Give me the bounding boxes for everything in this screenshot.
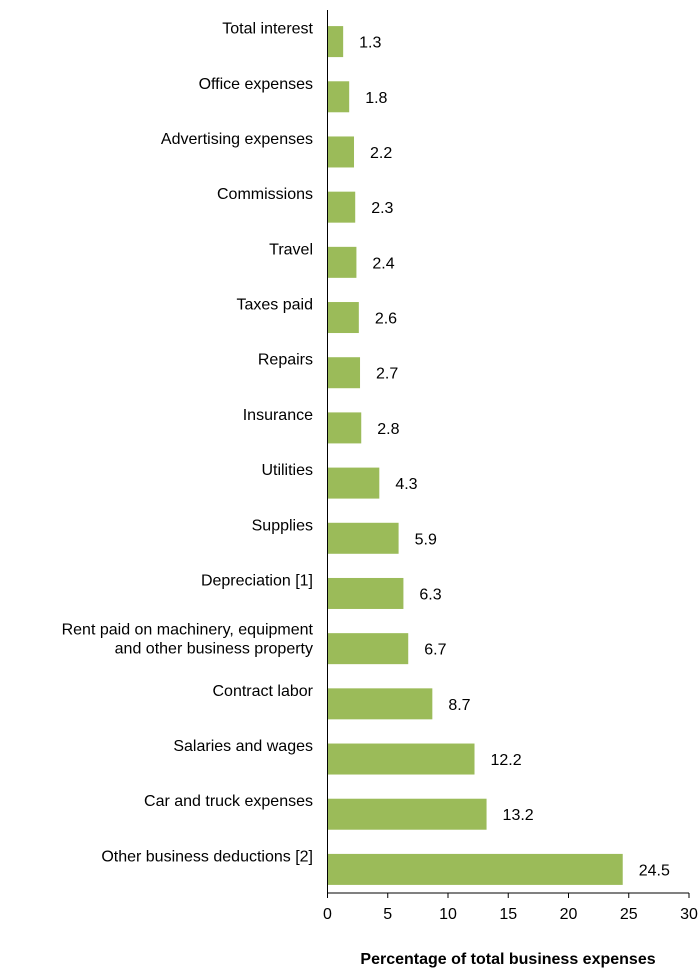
value-label: 2.2 — [370, 145, 392, 162]
value-label: 5.9 — [415, 531, 437, 548]
value-label: 1.3 — [359, 35, 381, 52]
x-tick-label: 15 — [499, 906, 517, 923]
x-tick-label: 30 — [680, 906, 698, 923]
x-axis-title: Percentage of total business expenses — [360, 951, 655, 968]
bar — [327, 136, 355, 168]
bar — [327, 467, 380, 499]
bar — [327, 633, 409, 665]
x-tick-label: 0 — [323, 906, 332, 923]
x-tick-label: 10 — [439, 906, 457, 923]
category-label: Salaries and wages — [173, 738, 313, 755]
value-label: 6.7 — [424, 642, 446, 659]
bar — [327, 246, 357, 278]
category-label: Depreciation [1] — [201, 572, 313, 589]
category-label: Rent paid on machinery, equipment and oth… — [62, 622, 314, 658]
category-label: Car and truck expenses — [144, 793, 313, 810]
value-label: 13.2 — [503, 807, 534, 824]
value-label: 12.2 — [491, 752, 522, 769]
x-tick-label: 25 — [620, 906, 638, 923]
category-label: Total interest — [222, 21, 313, 38]
category-label: Repairs — [258, 352, 313, 369]
bar — [327, 81, 350, 113]
bars-layer — [327, 26, 623, 885]
bar — [327, 302, 359, 334]
x-tick-label: 5 — [383, 906, 392, 923]
category-label: Supplies — [252, 517, 313, 534]
value-label: 2.6 — [375, 311, 397, 328]
value-label: 1.8 — [365, 90, 387, 107]
category-labels: Total interest Office expenses Advertising… — [62, 21, 314, 866]
bar — [327, 743, 475, 775]
category-label: Travel — [269, 241, 313, 258]
category-label-line: and other business property — [115, 641, 313, 658]
category-label: Insurance — [243, 407, 313, 424]
category-label: Commissions — [217, 186, 313, 203]
bar — [327, 577, 404, 609]
bar — [327, 412, 362, 444]
category-label: Utilities — [261, 462, 313, 479]
bar — [327, 357, 361, 389]
value-label: 2.8 — [377, 421, 399, 438]
bar — [327, 798, 487, 830]
value-label: 4.3 — [395, 476, 417, 493]
category-label: Office expenses — [199, 76, 313, 93]
value-labels: 1.3 1.8 2.2 2.3 2.4 2.6 2.7 2.8 4.3 5.9 6.3 6.7 8.7 1… — [359, 35, 670, 880]
category-label: Taxes paid — [237, 297, 314, 314]
category-label: Advertising expenses — [161, 131, 313, 148]
category-label-line: Rent paid on machinery, equipment — [62, 622, 314, 639]
bar — [327, 191, 356, 223]
bar — [327, 26, 344, 58]
value-label: 8.7 — [448, 697, 470, 714]
x-tick-label: 20 — [560, 906, 578, 923]
value-label: 6.3 — [419, 586, 441, 603]
bar — [327, 522, 399, 554]
bar — [327, 688, 433, 720]
x-axis: 0 5 10 15 20 25 30 — [323, 10, 698, 923]
value-label: 2.7 — [376, 366, 398, 383]
value-label: 24.5 — [639, 862, 670, 879]
category-label: Contract labor — [213, 683, 314, 700]
category-label: Other business deductions [2] — [101, 848, 313, 865]
bar — [327, 853, 623, 885]
value-label: 2.3 — [371, 200, 393, 217]
value-label: 2.4 — [372, 255, 394, 272]
